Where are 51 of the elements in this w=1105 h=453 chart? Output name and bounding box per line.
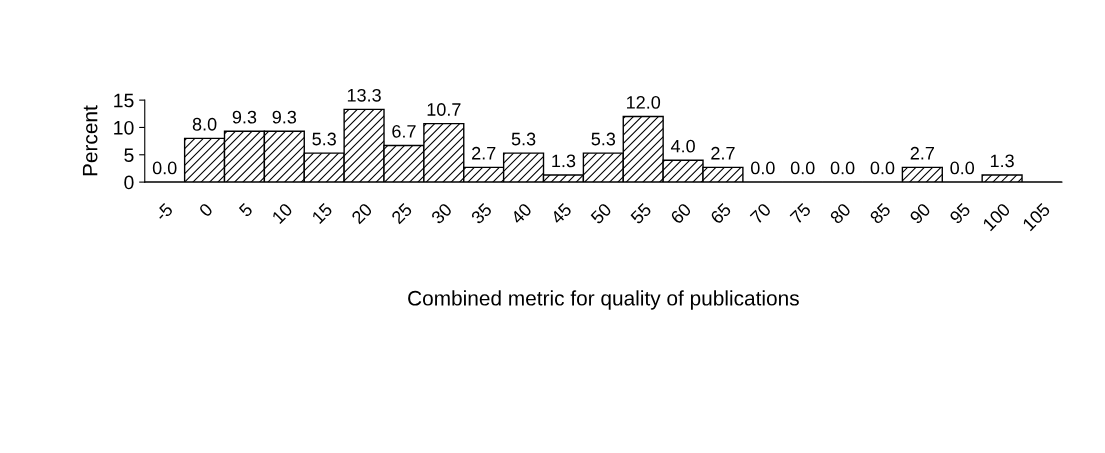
data-label: 0.0 xyxy=(790,161,815,175)
data-label: 4.0 xyxy=(670,139,695,153)
x-tick-label: 55 xyxy=(629,202,653,225)
data-label: 0.0 xyxy=(830,161,855,175)
y-tick-label: 15 xyxy=(114,93,134,108)
x-tick-label: -5 xyxy=(154,202,174,222)
data-label: 5.3 xyxy=(591,132,616,146)
y-axis-title: Percent xyxy=(82,105,98,176)
x-axis-title: Combined metric for quality of publications xyxy=(408,290,799,310)
x-tick-label: 70 xyxy=(749,202,772,225)
data-label: 8.0 xyxy=(192,117,217,131)
data-label: 9.3 xyxy=(232,110,257,124)
x-tick-label: 25 xyxy=(390,202,413,225)
data-label: 9.3 xyxy=(272,110,297,124)
data-label: 5.3 xyxy=(312,132,336,146)
data-label: 0.0 xyxy=(950,161,975,175)
x-tick-label: 5 xyxy=(238,202,254,218)
data-label: 0.0 xyxy=(750,161,775,175)
x-tick-label: 100 xyxy=(982,202,1011,232)
data-label: 12.0 xyxy=(627,95,661,109)
x-tick-label: 15 xyxy=(311,202,334,225)
x-tick-label: 10 xyxy=(271,202,294,225)
x-tick-label: 45 xyxy=(550,202,573,225)
x-tick-label: 30 xyxy=(430,202,453,225)
data-label: 13.3 xyxy=(347,88,381,102)
x-tick-label: 35 xyxy=(470,202,493,225)
data-label: 0.0 xyxy=(870,161,895,175)
x-tick-label: 105 xyxy=(1021,202,1051,232)
x-tick-label: 90 xyxy=(909,202,932,225)
data-label: 2.7 xyxy=(910,146,934,160)
x-tick-label: 20 xyxy=(350,202,373,225)
data-label: 5.3 xyxy=(511,132,536,146)
x-tick-label: 65 xyxy=(709,202,732,225)
x-tick-label: 75 xyxy=(789,202,812,225)
data-label: 1.3 xyxy=(990,154,1014,168)
y-tick-label: 10 xyxy=(114,120,134,135)
x-tick-label: 40 xyxy=(510,202,533,225)
y-tick-label: 5 xyxy=(124,148,134,163)
x-tick-label: 80 xyxy=(829,202,852,225)
data-label: 6.7 xyxy=(392,124,416,138)
x-tick-label: 50 xyxy=(589,202,613,225)
x-tick-label: 0 xyxy=(198,202,214,218)
x-tick-label: 95 xyxy=(948,202,972,225)
data-label: 0.0 xyxy=(152,161,177,175)
x-tick-label: 85 xyxy=(869,202,892,225)
data-label: 1.3 xyxy=(552,154,576,168)
data-label: 2.7 xyxy=(472,146,496,160)
data-label: 2.7 xyxy=(711,146,735,160)
x-tick-label: 60 xyxy=(669,202,692,225)
data-label: 10.7 xyxy=(427,103,461,116)
y-tick-label: 0 xyxy=(124,175,134,190)
